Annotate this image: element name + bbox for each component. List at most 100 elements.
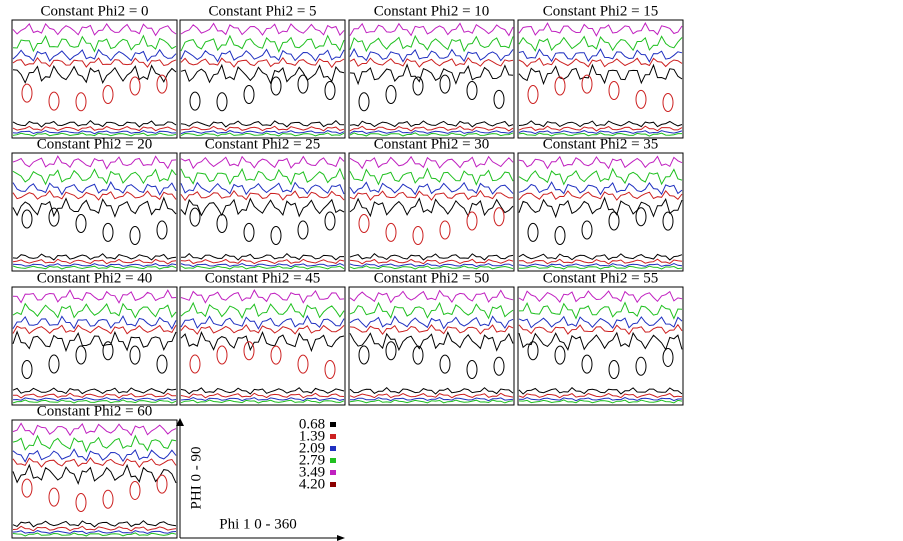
contour-island xyxy=(48,487,60,507)
contour-line xyxy=(518,57,683,68)
contour-island xyxy=(156,220,168,240)
contour-line xyxy=(12,120,177,128)
contour-line xyxy=(180,48,345,63)
contour-island xyxy=(662,92,674,112)
contour-line xyxy=(180,324,345,335)
contour-line xyxy=(349,258,514,265)
contour-line xyxy=(12,125,177,132)
contour-island xyxy=(385,222,397,242)
contour-island xyxy=(493,89,505,109)
contour-line xyxy=(180,189,345,202)
contour-island xyxy=(270,76,282,96)
contour-island xyxy=(324,81,336,101)
legend-swatch xyxy=(330,470,336,475)
contour-line xyxy=(349,262,514,268)
contour-line xyxy=(12,168,177,186)
contour-line xyxy=(518,155,683,170)
contour-island xyxy=(21,359,33,379)
contour-line xyxy=(12,56,177,68)
contour-line xyxy=(349,289,514,304)
x-axis-label: Phi 1 0 - 360 xyxy=(219,516,297,532)
contour-line xyxy=(180,34,345,53)
contour-line xyxy=(12,463,177,486)
panel-frame xyxy=(11,286,178,406)
contour-island xyxy=(385,84,397,104)
contour-line xyxy=(349,301,514,320)
contour-line xyxy=(12,265,177,270)
contour-line xyxy=(180,314,345,330)
contour-line xyxy=(12,129,177,135)
contour-line xyxy=(180,125,345,132)
legend-swatch xyxy=(330,422,336,427)
contour-line xyxy=(349,47,514,63)
contour-line xyxy=(518,196,683,219)
contour-line xyxy=(349,189,514,201)
panel-frame xyxy=(348,19,515,139)
contour-line xyxy=(518,125,683,132)
panel-title: Constant Phi2 = 50 xyxy=(374,270,490,286)
contour-island xyxy=(48,354,60,374)
contour-line xyxy=(180,132,345,137)
panel-title: Constant Phi2 = 0 xyxy=(40,3,148,19)
contour-island xyxy=(297,220,309,240)
contour-line xyxy=(349,253,514,261)
panel-frame xyxy=(11,419,178,539)
contour-line xyxy=(180,330,345,353)
contour-island xyxy=(493,207,505,227)
contour-line xyxy=(12,64,177,85)
contour-line xyxy=(12,532,177,537)
contour-line xyxy=(518,253,683,261)
panel-title: Constant Phi2 = 25 xyxy=(205,136,321,152)
panel-frame xyxy=(179,19,346,139)
contour-island xyxy=(324,360,336,380)
panel-title: Constant Phi2 = 30 xyxy=(374,136,490,152)
legend-swatch xyxy=(330,446,336,451)
contour-island xyxy=(324,211,336,231)
panel-title: Constant Phi2 = 10 xyxy=(374,3,490,19)
contour-line xyxy=(180,289,345,304)
contour-line xyxy=(12,397,177,402)
contour-line xyxy=(180,120,345,128)
y-arrow xyxy=(176,418,184,426)
contour-line xyxy=(12,457,177,469)
contour-line xyxy=(518,167,683,186)
contour-island xyxy=(635,207,647,227)
contour-line xyxy=(349,57,514,68)
contour-island xyxy=(297,354,309,374)
contour-line xyxy=(518,323,683,335)
contour-island xyxy=(21,209,33,229)
contour-line xyxy=(12,258,177,265)
contour-line xyxy=(12,448,177,463)
contour-line xyxy=(518,132,682,137)
contour-line xyxy=(349,387,514,395)
contour-line xyxy=(180,262,345,268)
contour-line xyxy=(12,530,177,535)
contour-line xyxy=(349,396,514,402)
contour-line xyxy=(180,130,345,135)
contour-line xyxy=(12,422,177,437)
contour-line xyxy=(12,387,177,395)
contour-line xyxy=(12,434,177,453)
contour-line xyxy=(180,63,345,85)
contour-line xyxy=(349,130,514,135)
contour-line xyxy=(349,132,514,137)
contour-island xyxy=(75,214,87,234)
contour-line xyxy=(12,525,177,532)
legend-swatch xyxy=(330,482,336,487)
contour-line xyxy=(12,330,177,353)
contour-island xyxy=(129,345,141,365)
contour-line xyxy=(518,387,683,395)
contour-line xyxy=(12,189,177,201)
contour-line xyxy=(518,63,683,86)
contour-line xyxy=(349,399,514,404)
x-arrow xyxy=(337,535,345,541)
contour-island xyxy=(412,225,424,245)
contour-line xyxy=(518,392,683,399)
contour-island xyxy=(554,345,566,365)
panel-frame xyxy=(179,286,346,406)
contour-island xyxy=(662,211,674,231)
panel-frame xyxy=(517,152,684,272)
contour-island xyxy=(466,211,478,231)
contour-island xyxy=(75,92,87,112)
panel-frame xyxy=(11,152,178,272)
